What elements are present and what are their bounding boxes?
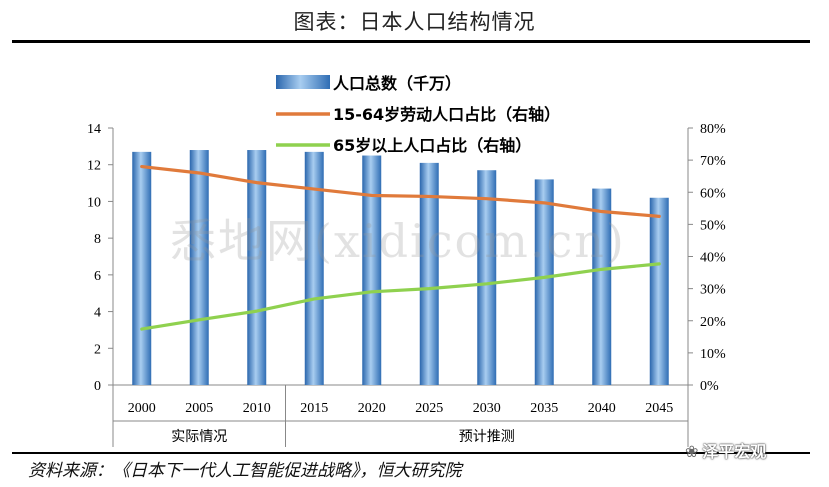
- y-left-tick-label: 2: [94, 342, 101, 357]
- legend-label: 人口总数（千万）: [333, 74, 461, 93]
- y-right-tick-label: 30%: [700, 283, 726, 298]
- y-right-tick-label: 0%: [700, 379, 719, 394]
- legend-label: 65岁以上人口占比（右轴）: [333, 136, 531, 155]
- bars-layer: [132, 150, 669, 385]
- x-tick-label: 2035: [530, 401, 558, 416]
- bar-2040: [592, 188, 612, 385]
- elderly-line: [140, 262, 661, 331]
- watermark: 悉地网(xidicom.cn): [170, 214, 626, 268]
- x-tick-label: 2010: [243, 401, 271, 416]
- y-right-tick-label: 10%: [700, 347, 726, 362]
- footer-rule: [12, 452, 810, 454]
- legend-swatch-bar: [276, 75, 330, 89]
- bar-2005: [189, 150, 209, 385]
- bar-2020: [362, 155, 382, 385]
- group-label: 预计推测: [459, 429, 515, 445]
- y-left-tick-label: 8: [94, 232, 101, 247]
- x-tick-label: 2040: [588, 401, 616, 416]
- x-tick-label: 2000: [128, 401, 156, 416]
- x-tick-label: 2025: [415, 401, 443, 416]
- y-left-tick-label: 0: [94, 379, 101, 394]
- page-title: 图表：日本人口结构情况: [293, 10, 536, 34]
- y-right-tick-label: 60%: [700, 186, 726, 201]
- legend: 人口总数（千万） 15-64岁劳动人口占比（右轴） 65岁以上人口占比（右轴）: [276, 74, 560, 155]
- bar-2025: [419, 162, 439, 385]
- source-note: 资料来源：《日本下一代人工智能促进战略》，恒大研究院: [28, 461, 462, 481]
- lines-layer: [140, 164, 661, 331]
- y-left-tick-label: 4: [94, 306, 101, 321]
- y-left-tick-label: 12: [87, 159, 101, 174]
- brand-label: 泽平宏观: [702, 442, 767, 461]
- y-left-tick-label: 10: [87, 195, 101, 210]
- legend-label: 15-64岁劳动人口占比（右轴）: [333, 105, 560, 124]
- working-age-line: [140, 164, 661, 218]
- bar-2015: [304, 151, 324, 385]
- brand-watermark: ❀ 泽平宏观: [685, 438, 766, 462]
- x-tick-label: 2020: [358, 401, 386, 416]
- x-tick-label: 2045: [645, 401, 673, 416]
- wechat-icon: ❀: [685, 442, 699, 461]
- y-right-tick-label: 40%: [700, 251, 726, 266]
- x-tick-label: 2015: [300, 401, 328, 416]
- bar-2000: [132, 151, 152, 385]
- y-right-tick-label: 70%: [700, 154, 726, 169]
- x-tick-label: 2005: [185, 401, 213, 416]
- bar-2010: [247, 150, 267, 385]
- y-right-tick-label: 20%: [700, 315, 726, 330]
- bar-2030: [477, 170, 497, 385]
- title-rule: [12, 40, 810, 43]
- y-left-tick-label: 6: [94, 269, 101, 284]
- y-left-tick-label: 14: [87, 122, 101, 137]
- y-right-tick-label: 50%: [700, 218, 726, 233]
- y-right-tick-label: 80%: [700, 122, 726, 137]
- group-label: 实际情况: [171, 429, 227, 445]
- bar-2035: [534, 179, 554, 385]
- bar-2045: [649, 197, 669, 385]
- x-tick-label: 2030: [473, 401, 501, 416]
- axes-layer: 0 2 4 6 8 10 12 14 0% 10% 20% 30% 40% 50% 60% 70% 80% 200…: [87, 122, 726, 447]
